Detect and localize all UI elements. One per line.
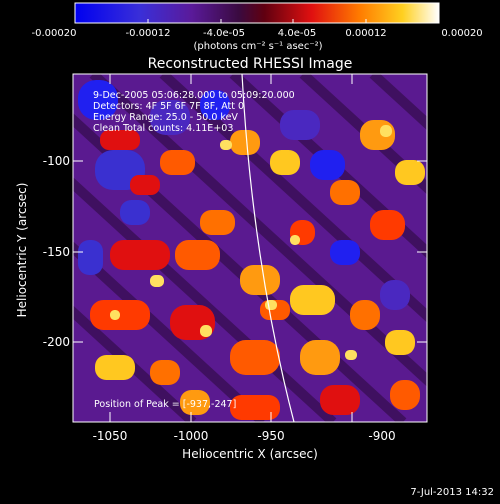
colorbar-tick-label: 0.00020 (441, 28, 482, 39)
plot-frame (72, 73, 428, 423)
plot-title: Reconstructed RHESSI Image (148, 56, 353, 72)
colorbar-tick-label: -0.00020 (32, 28, 77, 39)
clean-counts: Clean Total counts: 4.11E+03 (93, 123, 233, 134)
x-tick-label: -950 (257, 429, 284, 443)
footer-timestamp: 7-Jul-2013 14:32 (410, 487, 494, 498)
observation-info: 9-Dec-2005 05:06:28.000 to 05:09:20.000 … (93, 90, 295, 134)
colorbar-tick-label: 4.0e-05 (278, 28, 316, 39)
y-tick-label: -150 (43, 245, 70, 259)
y-axis-label: Heliocentric Y (arcsec) (15, 183, 29, 318)
observation-time: 9-Dec-2005 05:06:28.000 to 05:09:20.000 (93, 90, 295, 101)
peak-position: Position of Peak = [-937,-247] (94, 399, 236, 410)
energy-range: Energy Range: 25.0 - 50.0 keV (93, 112, 238, 123)
x-axis-ticks (109, 74, 353, 422)
y-tick-label: -100 (43, 154, 70, 168)
y-axis-ticks (73, 160, 427, 343)
x-axis-label: Heliocentric X (arcsec) (182, 447, 318, 461)
colorbar-tick-label: -4.0e-05 (203, 28, 245, 39)
colorbar-ticks (74, 19, 440, 23)
colorbar-tick-label: 0.00012 (345, 28, 386, 39)
solar-limb-line (241, 74, 295, 422)
colorbar (74, 2, 440, 24)
colorbar-units-label: (photons cm⁻² s⁻¹ asec⁻²) (193, 41, 322, 52)
y-tick-label: -200 (43, 335, 70, 349)
detectors-info: Detectors: 4F 5F 6F 7F 8F, Att 0 (93, 101, 244, 112)
x-tick-label: -1000 (174, 429, 209, 443)
x-tick-label: -900 (368, 429, 395, 443)
x-tick-label: -1050 (93, 429, 128, 443)
rhessi-image (73, 74, 427, 422)
colorbar-tick-label: -0.00012 (126, 28, 171, 39)
